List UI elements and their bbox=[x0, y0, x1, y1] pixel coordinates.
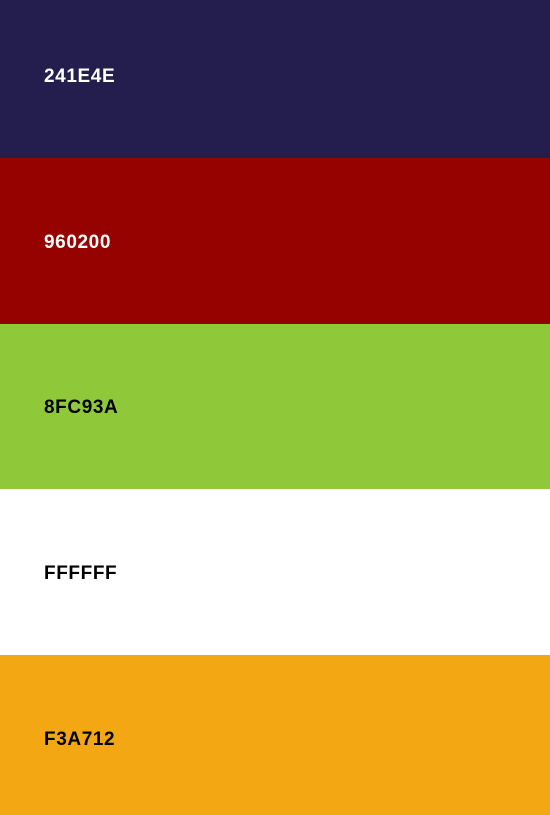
color-swatch[interactable]: 8FC93A bbox=[0, 324, 550, 489]
color-swatch[interactable]: F3A712 bbox=[0, 655, 550, 815]
swatch-hex-label: FFFFFF bbox=[44, 563, 118, 584]
color-swatch[interactable]: 960200 bbox=[0, 158, 550, 324]
color-swatch[interactable]: 241E4E bbox=[0, 0, 550, 158]
swatch-hex-label: 960200 bbox=[44, 232, 112, 253]
swatch-hex-label: F3A712 bbox=[44, 729, 116, 750]
swatch-hex-label: 8FC93A bbox=[44, 397, 119, 418]
color-swatch[interactable]: FFFFFF bbox=[0, 489, 550, 655]
swatch-hex-label: 241E4E bbox=[44, 66, 116, 87]
